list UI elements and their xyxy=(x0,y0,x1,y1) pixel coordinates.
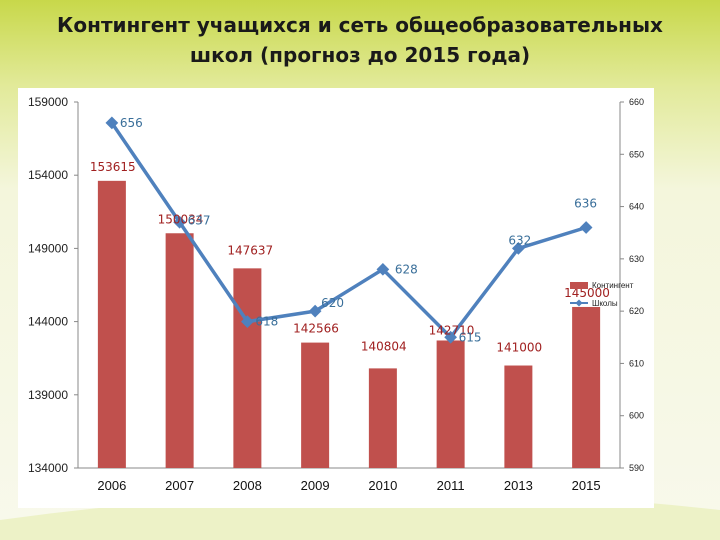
bar xyxy=(233,268,262,468)
line-data-label: 632 xyxy=(508,233,531,247)
line-data-label: 620 xyxy=(321,296,344,310)
y-left-tick-label: 139000 xyxy=(28,388,68,402)
y-right-tick-label: 630 xyxy=(629,254,644,264)
line-point xyxy=(444,330,457,344)
line-data-label: 656 xyxy=(120,116,143,130)
y-right-tick-label: 620 xyxy=(629,306,644,316)
line-data-label: 615 xyxy=(459,330,482,344)
bar xyxy=(504,365,533,468)
legend-swatch-bar xyxy=(570,282,588,289)
title-line-2: школ (прогноз до 2015 года) xyxy=(189,43,531,67)
bar-data-label: 142566 xyxy=(293,322,339,336)
bar-data-label: 140804 xyxy=(361,339,407,353)
x-tick-label: 2013 xyxy=(504,478,533,493)
x-tick-label: 2009 xyxy=(301,478,330,493)
legend-label-bar: Контингент xyxy=(592,281,634,290)
x-tick-label: 2008 xyxy=(233,478,262,493)
line-point xyxy=(376,262,390,276)
bar xyxy=(436,340,465,468)
bar-data-label: 145000 xyxy=(564,286,610,300)
y-right-tick-label: 650 xyxy=(629,149,644,159)
y-right-tick-label: 610 xyxy=(629,358,644,368)
line-point xyxy=(308,304,322,318)
y-right-tick-label: 640 xyxy=(629,202,644,212)
bar xyxy=(301,342,330,468)
slide-title: Контингент учащихся и сеть общеобразоват… xyxy=(0,10,720,70)
bar-data-label: 141000 xyxy=(496,341,542,355)
bar-data-label: 150034 xyxy=(158,212,204,226)
x-tick-label: 2010 xyxy=(368,478,397,493)
y-left-tick-label: 149000 xyxy=(28,241,68,255)
line-point xyxy=(173,215,186,229)
legend-label-line: Школы xyxy=(592,299,618,308)
y-left-tick-label: 154000 xyxy=(28,168,68,182)
line-point xyxy=(241,315,254,328)
line-data-label: 637 xyxy=(188,213,211,227)
y-right-tick-label: 660 xyxy=(629,97,644,107)
x-tick-label: 2011 xyxy=(437,478,465,493)
legend-marker-line xyxy=(575,299,583,307)
line-point xyxy=(579,221,593,234)
y-right-tick-label: 590 xyxy=(629,463,644,473)
bar xyxy=(97,180,126,468)
y-right-tick-label: 600 xyxy=(629,411,644,421)
bar xyxy=(572,306,601,468)
bar-data-label: 153615 xyxy=(90,160,136,174)
x-tick-label: 2015 xyxy=(572,478,601,493)
y-left-tick-label: 159000 xyxy=(28,95,68,109)
x-tick-label: 2006 xyxy=(97,478,126,493)
y-left-tick-label: 134000 xyxy=(28,461,68,475)
y-left-tick-label: 144000 xyxy=(28,315,68,329)
line-data-label: 618 xyxy=(255,315,278,329)
schools-line xyxy=(110,121,587,340)
title-line-1: Контингент учащихся и сеть общеобразоват… xyxy=(57,13,663,37)
line-data-label: 628 xyxy=(395,262,418,276)
bar xyxy=(368,368,397,468)
bar xyxy=(165,233,194,468)
bar-data-label: 142710 xyxy=(429,323,475,337)
x-tick-label: 2007 xyxy=(165,478,194,493)
bar-data-label: 147637 xyxy=(227,243,273,257)
line-data-label: 636 xyxy=(574,196,597,210)
